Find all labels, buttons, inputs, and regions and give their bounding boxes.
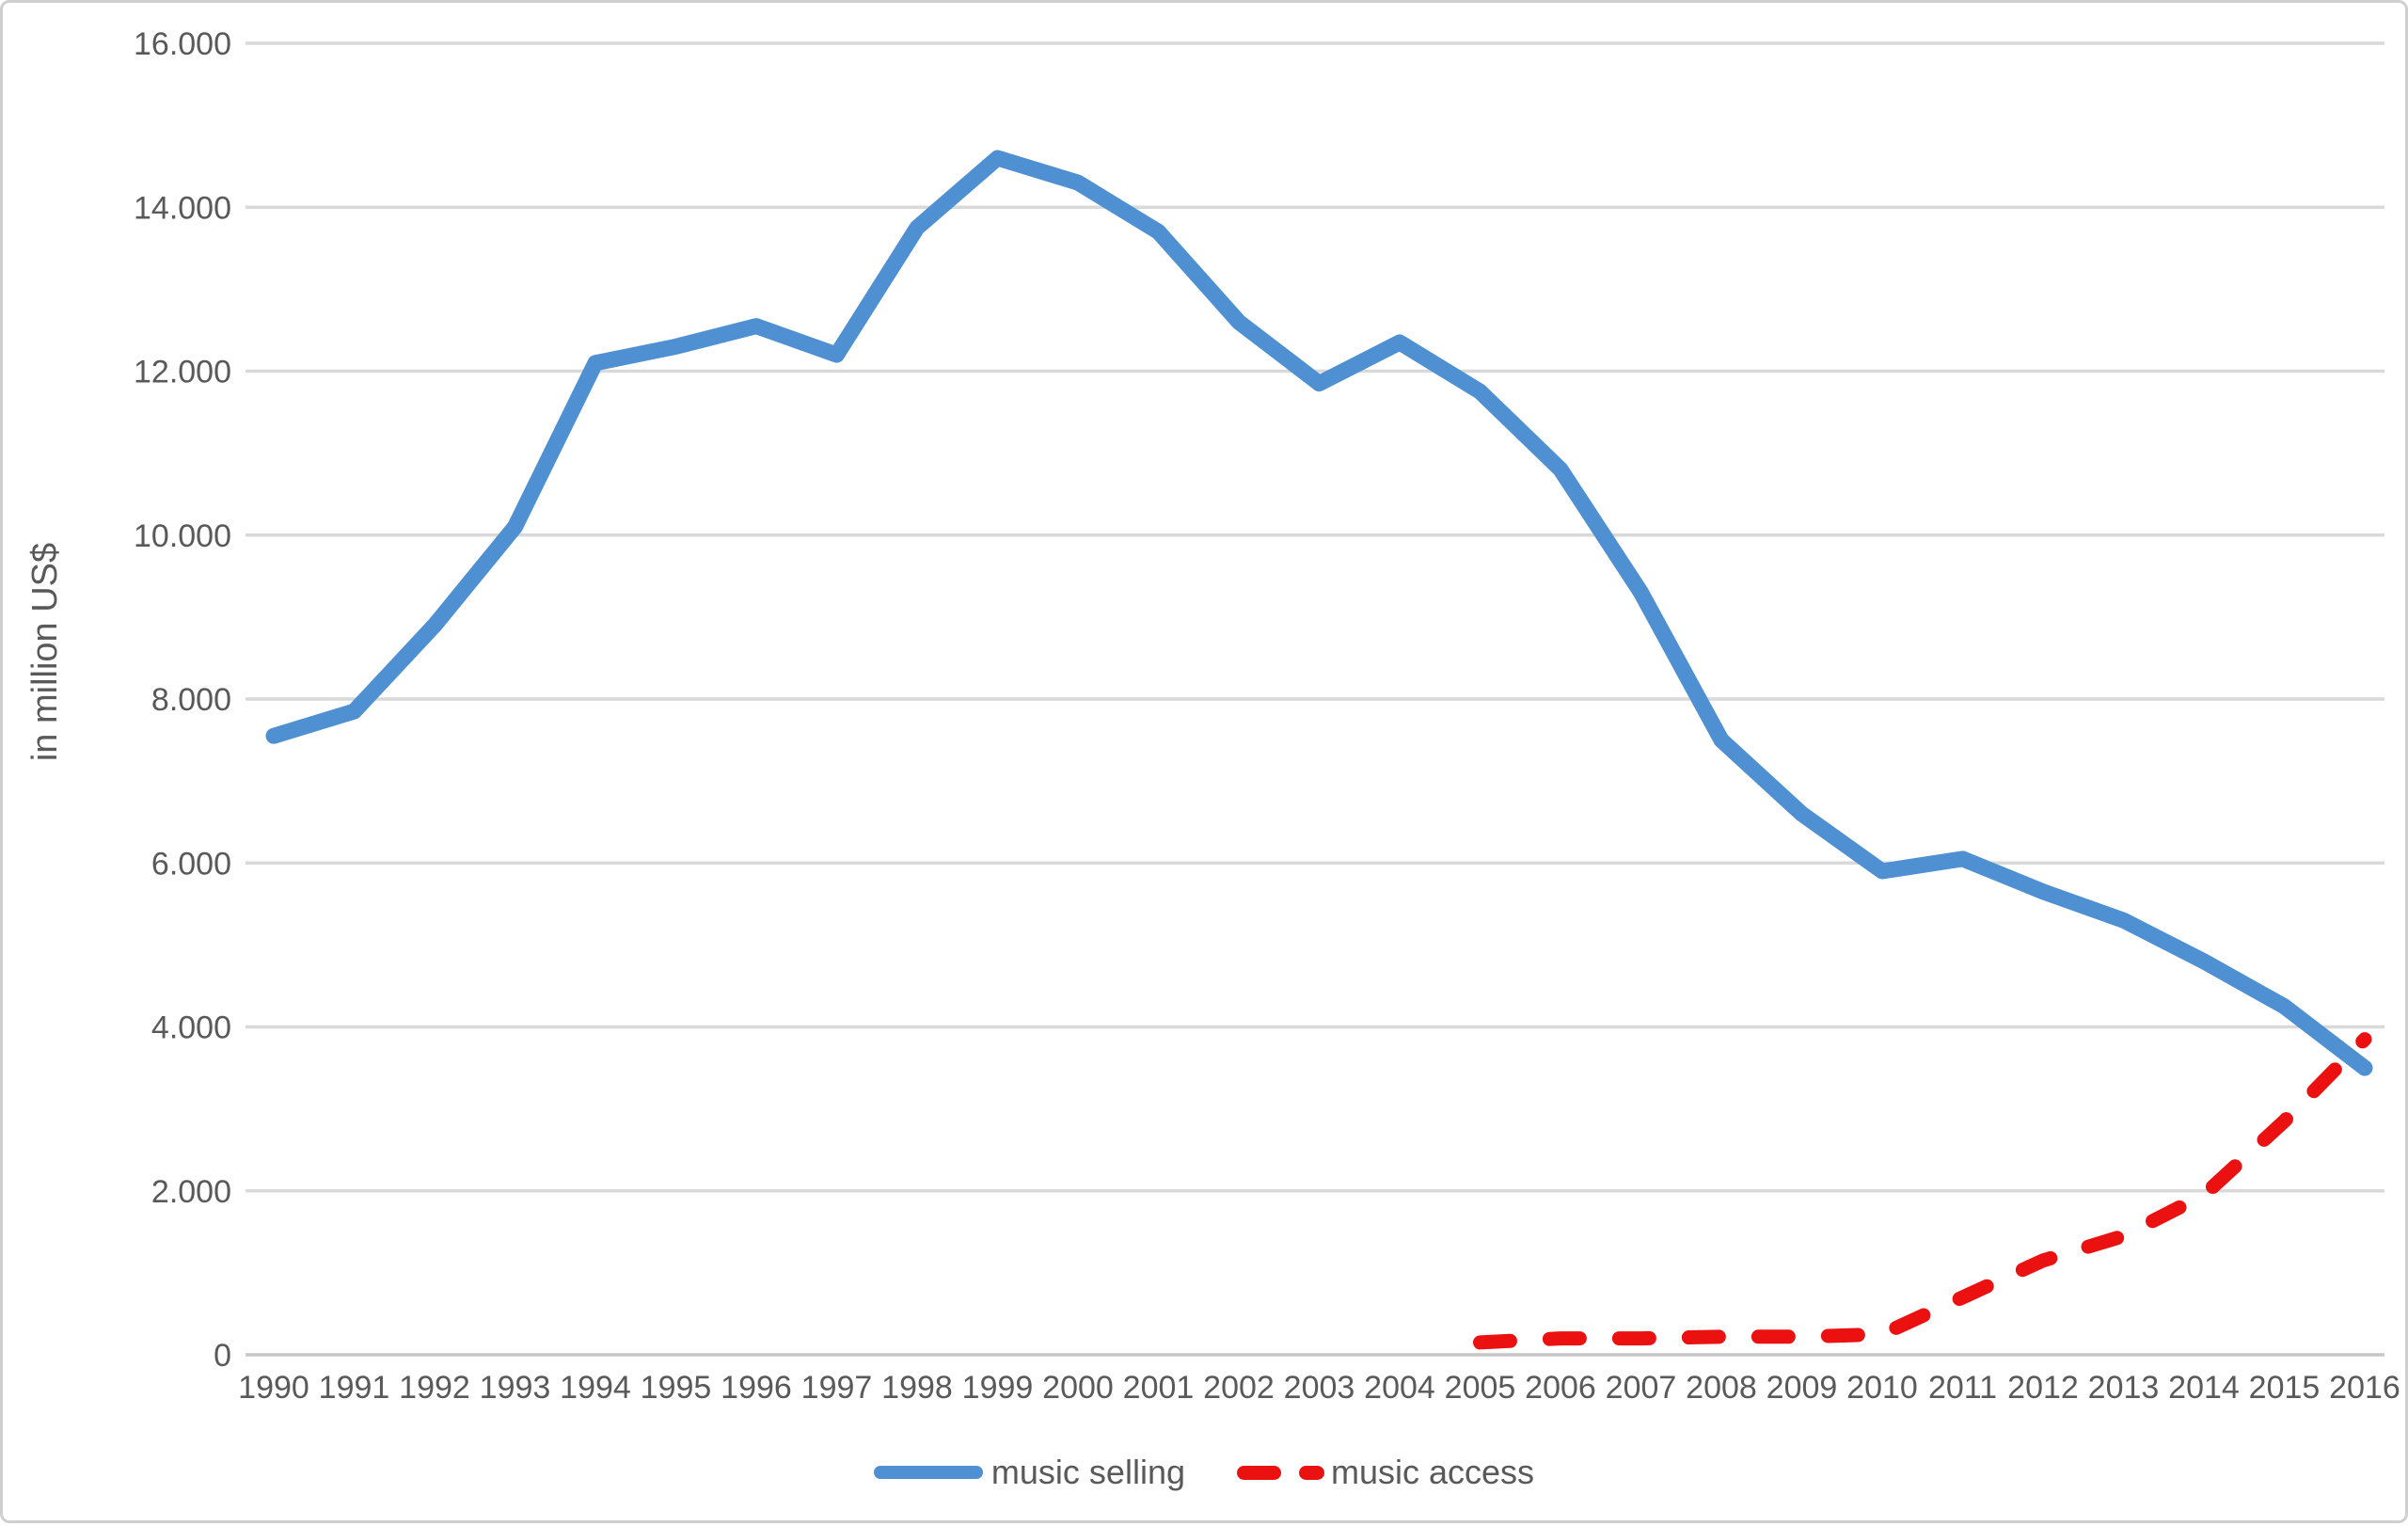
x-tick-label: 2009 xyxy=(1766,1370,1838,1406)
x-tick-label: 2014 xyxy=(2168,1370,2240,1406)
x-tick-label: 2002 xyxy=(1203,1370,1275,1406)
x-tick-label: 1993 xyxy=(480,1370,551,1406)
x-tick-label: 2005 xyxy=(1445,1370,1516,1406)
y-tick-label: 0 xyxy=(214,1338,231,1374)
x-tick-label: 2003 xyxy=(1284,1370,1355,1406)
x-tick-label: 2016 xyxy=(2329,1370,2400,1406)
x-tick-label: 1990 xyxy=(238,1370,309,1406)
legend-swatch-music-access-dash xyxy=(1237,1465,1281,1480)
x-tick-label: 2012 xyxy=(2007,1370,2079,1406)
x-tick-label: 2007 xyxy=(1606,1370,1677,1406)
series-music-access-line xyxy=(1473,1032,2372,1350)
legend-swatch-music-selling-line xyxy=(873,1466,983,1479)
y-tick-label: 10.000 xyxy=(134,518,231,554)
legend-item-music-access: music access xyxy=(1237,1453,1534,1492)
x-tick-label: 2013 xyxy=(2088,1370,2160,1406)
y-tick-label: 4.000 xyxy=(151,1010,231,1046)
x-tick-label: 2001 xyxy=(1123,1370,1195,1406)
x-tick-label: 2006 xyxy=(1525,1370,1596,1406)
y-axis-title: in million US$ xyxy=(25,543,65,761)
legend: music selling music access xyxy=(3,1450,2405,1495)
y-tick-label: 16.000 xyxy=(134,26,231,62)
line-chart: 16.000 14.000 12.000 10.000 8.000 6.000 4.000 2… xyxy=(25,26,2400,1406)
x-tick-label: 1994 xyxy=(560,1370,631,1406)
y-tick-label: 6.000 xyxy=(151,846,231,882)
x-tick-label: 2015 xyxy=(2249,1370,2321,1406)
legend-label-music-selling: music selling xyxy=(990,1453,1185,1491)
x-tick-label: 1998 xyxy=(881,1370,953,1406)
x-tick-label: 1999 xyxy=(962,1370,1034,1406)
legend-label-music-access: music access xyxy=(1331,1453,1535,1491)
x-tick-label: 2000 xyxy=(1042,1370,1114,1406)
x-tick-label: 1995 xyxy=(641,1370,712,1406)
y-tick-label: 8.000 xyxy=(151,682,231,718)
y-tick-label: 12.000 xyxy=(134,355,231,390)
x-tick-label: 2008 xyxy=(1686,1370,1757,1406)
x-tick-label: 1991 xyxy=(319,1370,390,1406)
x-tick-label: 1996 xyxy=(721,1370,792,1406)
y-tick-label: 2.000 xyxy=(151,1174,231,1210)
series-music-selling-line xyxy=(265,150,2373,1076)
x-tick-label: 2004 xyxy=(1364,1370,1435,1406)
legend-swatch-music-access-dash xyxy=(1299,1465,1324,1480)
x-tick-label: 1997 xyxy=(801,1370,873,1406)
x-tick-label: 1992 xyxy=(399,1370,470,1406)
legend-item-music-selling: music selling xyxy=(873,1453,1185,1492)
x-tick-label: 2010 xyxy=(1846,1370,1918,1406)
y-tick-label: 14.000 xyxy=(134,190,231,226)
x-tick-label: 2011 xyxy=(1928,1370,1997,1406)
